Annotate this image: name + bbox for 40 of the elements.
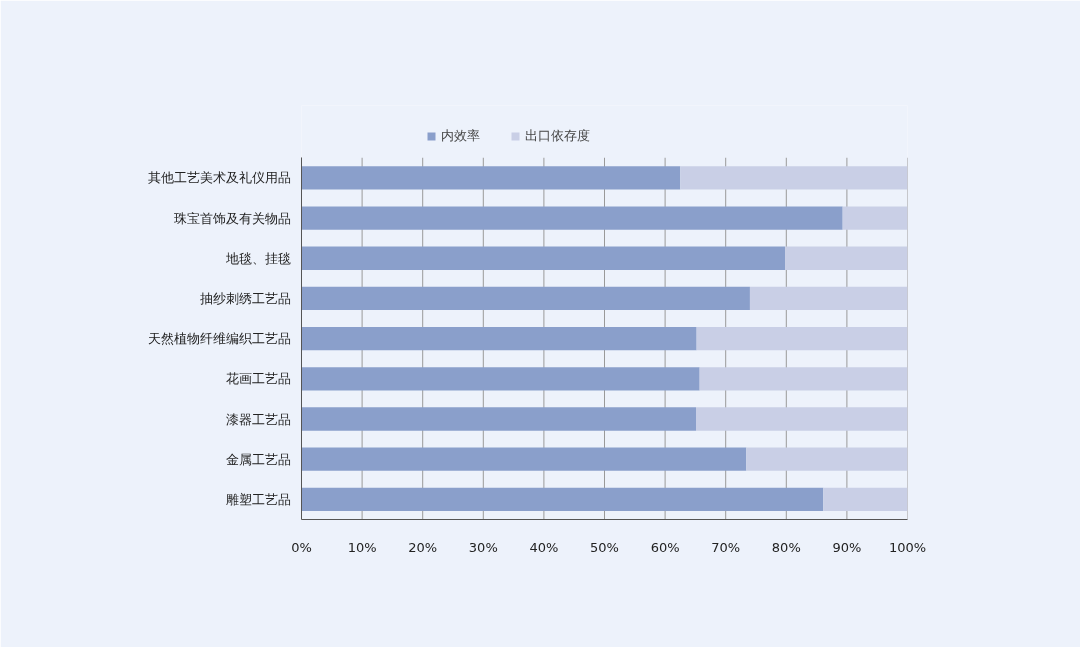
x-tick-label: 30% bbox=[468, 539, 498, 555]
bar bbox=[680, 166, 908, 190]
x-tick-label: 50% bbox=[590, 539, 619, 555]
bar bbox=[301, 407, 697, 431]
y-tick-label: 地毯、挂毯 bbox=[224, 250, 291, 266]
bar bbox=[746, 447, 908, 471]
bar bbox=[301, 326, 697, 351]
bar bbox=[696, 326, 908, 351]
x-tick-label: 10% bbox=[347, 539, 377, 555]
x-tick-label: 0% bbox=[291, 539, 312, 555]
bar bbox=[301, 206, 843, 230]
x-tick-label: 20% bbox=[408, 539, 438, 555]
bar bbox=[699, 367, 908, 391]
bar bbox=[823, 487, 908, 512]
bar bbox=[749, 286, 908, 311]
bar bbox=[301, 367, 700, 391]
y-tick-label: 雕塑工艺品 bbox=[225, 491, 291, 507]
x-tick-label: 90% bbox=[832, 539, 862, 555]
x-tick-label: 40% bbox=[529, 539, 559, 555]
y-tick-label: 金属工艺品 bbox=[225, 451, 291, 467]
x-tick-label: 100% bbox=[888, 539, 927, 555]
bar bbox=[842, 206, 908, 230]
legend-label: 内效率 bbox=[441, 127, 480, 145]
bar bbox=[301, 487, 824, 512]
x-tick-label: 80% bbox=[771, 539, 801, 555]
bar bbox=[301, 447, 747, 471]
y-tick-label: 其他工艺美术及礼仪用品 bbox=[147, 170, 291, 186]
y-tick-label: 抽纱刺绣工艺品 bbox=[199, 290, 291, 306]
y-tick-label: 天然植物纤维编织工艺品 bbox=[147, 331, 291, 347]
bar bbox=[301, 286, 750, 311]
bar bbox=[696, 407, 908, 431]
y-tick-label: 漆器工艺品 bbox=[225, 411, 291, 427]
bar bbox=[301, 166, 681, 190]
bar bbox=[301, 246, 786, 270]
x-tick-label: 70% bbox=[711, 539, 741, 555]
y-tick-label: 花画工艺品 bbox=[225, 371, 291, 387]
bar bbox=[785, 246, 908, 270]
legend-label: 出口依存度 bbox=[525, 127, 590, 145]
y-tick-label: 珠宝首饰及有关物品 bbox=[173, 210, 291, 226]
x-tick-label: 60% bbox=[650, 539, 680, 555]
